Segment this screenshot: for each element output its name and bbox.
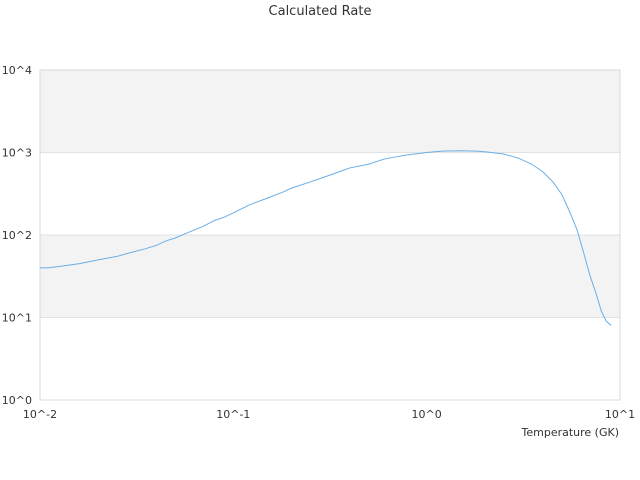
grid-band [40,235,620,318]
y-tick-label: 10^1 [2,312,32,325]
x-axis-title: Temperature (GK) [521,426,620,439]
x-tick-label: 10^1 [605,408,635,421]
y-tick-label: 10^0 [2,394,32,407]
y-tick-label: 10^4 [2,64,32,77]
y-tick-label: 10^2 [2,229,32,242]
y-tick-label: 10^3 [2,147,32,160]
series-line-0 [40,150,612,326]
grid-band [40,70,620,153]
x-tick-label: 10^0 [412,408,442,421]
plot-area-frame [39,69,621,401]
chart-title: Calculated Rate [268,4,372,19]
x-tick-label: 10^-2 [23,408,57,421]
x-tick-label: 10^-1 [216,408,250,421]
